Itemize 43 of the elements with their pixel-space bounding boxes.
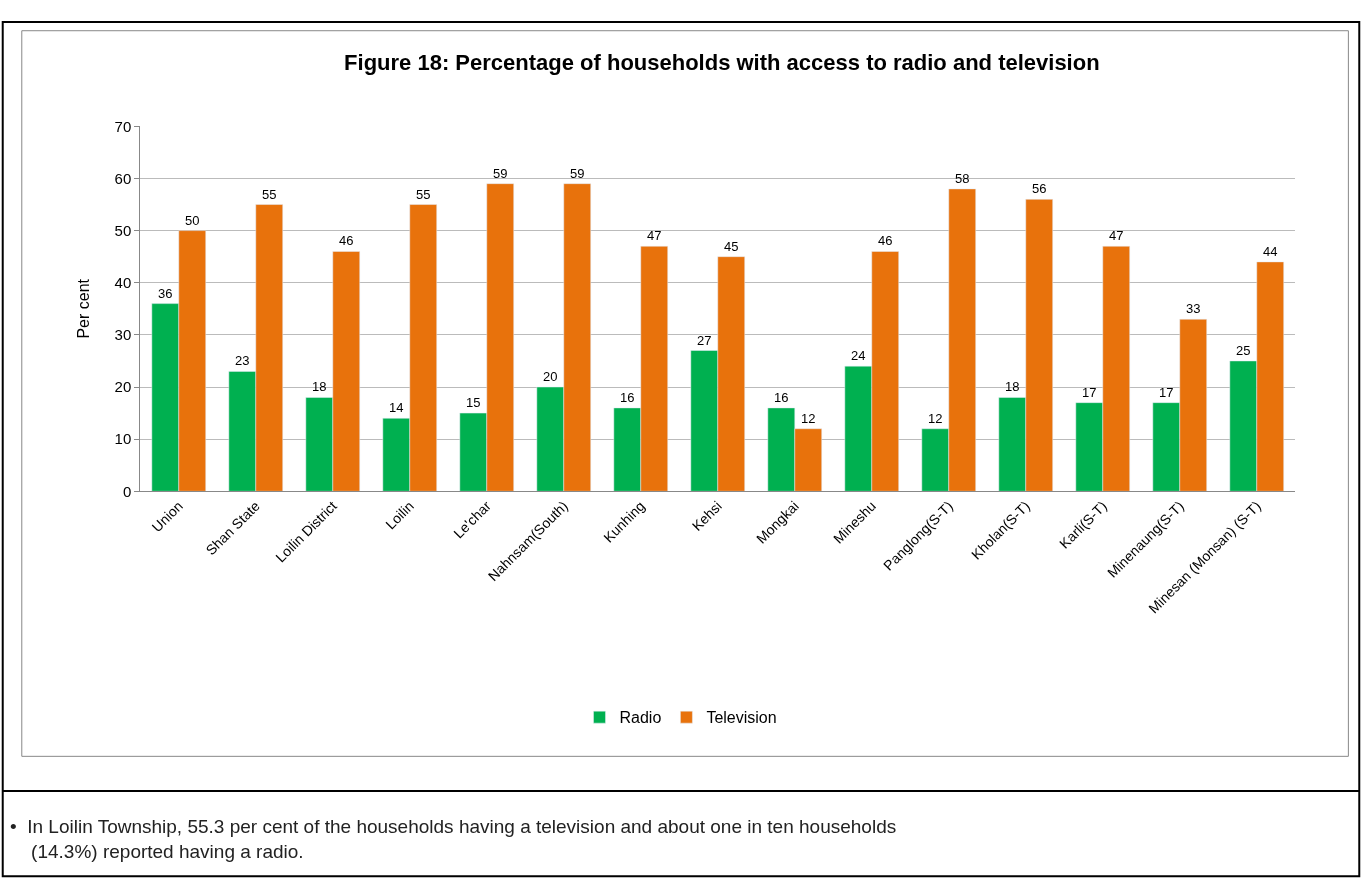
data-label: 55 (262, 186, 277, 202)
data-label: 17 (1159, 384, 1174, 400)
y-tick-label: 60 (114, 169, 132, 187)
y-tick-label: 0 (122, 482, 132, 500)
data-label: 56 (1032, 181, 1047, 197)
data-label: 46 (339, 233, 354, 249)
data-label: 55 (416, 186, 431, 202)
data-label: 27 (697, 332, 712, 348)
data-label: 47 (1109, 228, 1124, 244)
data-label: 36 (158, 285, 173, 301)
y-tick-label: 10 (114, 430, 132, 448)
y-tick-label: 70 (114, 117, 132, 135)
legend-label: Radio (619, 709, 662, 727)
data-label: 17 (1082, 384, 1097, 400)
y-tick-label: 40 (114, 273, 132, 291)
data-label: 45 (724, 238, 739, 254)
data-label: 12 (928, 410, 943, 426)
y-tick-label: 30 (114, 326, 132, 344)
y-axis-title: Per cent (75, 278, 93, 339)
data-label: 18 (1005, 379, 1020, 395)
legend-label: Television (706, 709, 777, 727)
data-label: 20 (543, 369, 558, 385)
y-tick-label: 50 (114, 221, 132, 239)
data-label: 12 (801, 410, 816, 426)
chart-title: Figure 18: Percentage of households with access to radio and television (344, 49, 1100, 75)
data-label: 18 (312, 379, 327, 395)
data-label: 33 (1186, 301, 1201, 317)
data-label: 14 (389, 400, 404, 416)
data-label: 25 (1236, 342, 1251, 358)
data-label: 59 (493, 165, 508, 181)
data-label: 46 (878, 233, 893, 249)
data-label: 58 (955, 170, 970, 186)
data-label: 50 (185, 212, 200, 228)
data-label: 15 (466, 395, 481, 411)
data-label: 44 (1263, 243, 1278, 259)
data-label: 47 (647, 228, 662, 244)
data-label: 16 (620, 389, 635, 405)
data-label: 24 (851, 348, 866, 364)
data-label: 59 (570, 165, 585, 181)
data-label: 16 (774, 389, 789, 405)
data-label: 23 (235, 353, 250, 369)
y-tick-label: 20 (114, 378, 132, 396)
text: • In Loilin Township, 55.3 per cent of the households having a television and about one in ten households (14.3%) reported having a radio. (10, 816, 897, 862)
